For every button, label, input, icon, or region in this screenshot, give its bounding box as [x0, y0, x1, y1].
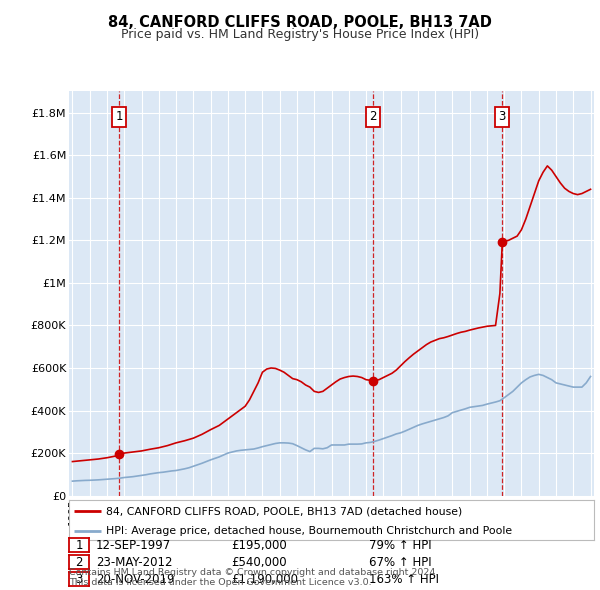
Text: Price paid vs. HM Land Registry's House Price Index (HPI): Price paid vs. HM Land Registry's House …	[121, 28, 479, 41]
Text: 84, CANFORD CLIFFS ROAD, POOLE, BH13 7AD (detached house): 84, CANFORD CLIFFS ROAD, POOLE, BH13 7AD…	[106, 506, 462, 516]
Text: £1,190,000: £1,190,000	[231, 573, 298, 586]
Text: £195,000: £195,000	[231, 539, 287, 552]
Text: 79% ↑ HPI: 79% ↑ HPI	[369, 539, 431, 552]
Text: 2: 2	[369, 110, 377, 123]
Text: 67% ↑ HPI: 67% ↑ HPI	[369, 556, 431, 569]
Text: 23-MAY-2012: 23-MAY-2012	[96, 556, 173, 569]
Text: 3: 3	[499, 110, 506, 123]
Text: 3: 3	[76, 573, 83, 586]
Text: 2: 2	[76, 556, 83, 569]
Text: 1: 1	[76, 539, 83, 552]
Text: 12-SEP-1997: 12-SEP-1997	[96, 539, 171, 552]
Text: 163% ↑ HPI: 163% ↑ HPI	[369, 573, 439, 586]
Text: HPI: Average price, detached house, Bournemouth Christchurch and Poole: HPI: Average price, detached house, Bour…	[106, 526, 512, 536]
Text: 20-NOV-2019: 20-NOV-2019	[96, 573, 175, 586]
Text: Contains HM Land Registry data © Crown copyright and database right 2024.
This d: Contains HM Land Registry data © Crown c…	[69, 568, 439, 587]
Text: 1: 1	[116, 110, 123, 123]
Text: 84, CANFORD CLIFFS ROAD, POOLE, BH13 7AD: 84, CANFORD CLIFFS ROAD, POOLE, BH13 7AD	[108, 15, 492, 30]
Text: £540,000: £540,000	[231, 556, 287, 569]
